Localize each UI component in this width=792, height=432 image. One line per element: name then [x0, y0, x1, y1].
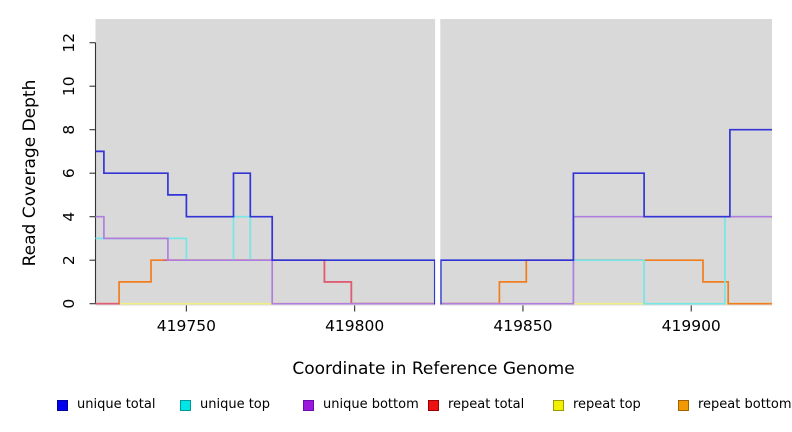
- legend-item-unique-top: unique top: [180, 398, 270, 412]
- legend-swatch-repeat-bottom: [678, 399, 689, 411]
- legend-label-unique-bottom: unique bottom: [323, 397, 419, 412]
- plot-panel: [95, 19, 772, 306]
- x-tick-label: 419900: [662, 317, 721, 335]
- x-axis-title: Coordinate in Reference Genome: [292, 359, 575, 379]
- legend-item-repeat-bottom: repeat bottom: [678, 398, 792, 412]
- y-tick-label: 0: [60, 299, 78, 309]
- legend-swatch-repeat-top: [553, 399, 564, 411]
- legend-swatch-repeat-total: [428, 399, 439, 411]
- legend-label-repeat-total: repeat total: [448, 397, 525, 412]
- legend-label-repeat-top: repeat top: [573, 397, 641, 412]
- x-tick-label: 419750: [157, 317, 216, 335]
- no-data-gap: [435, 19, 441, 306]
- legend-item-repeat-total: repeat total: [428, 398, 524, 412]
- y-tick-label: 4: [60, 212, 78, 222]
- legend-item-unique-bottom: unique bottom: [303, 398, 419, 412]
- legend-label-repeat-bottom: repeat bottom: [698, 397, 792, 412]
- legend-swatch-unique-total: [57, 399, 68, 411]
- x-tick-label: 419850: [493, 317, 552, 335]
- y-tick-label: 10: [60, 76, 78, 96]
- y-tick-label: 8: [60, 125, 78, 135]
- y-axis-title: Read Coverage Depth: [20, 79, 40, 267]
- legend-item-unique-total: unique total: [57, 398, 155, 412]
- x-tick-label: 419800: [325, 317, 384, 335]
- legend-swatch-unique-bottom: [303, 399, 314, 411]
- y-tick-label: 12: [60, 33, 78, 53]
- legend-label-unique-top: unique top: [200, 397, 271, 412]
- series-repeat-total: [95, 259, 645, 305]
- legend-item-repeat-top: repeat top: [553, 398, 641, 412]
- series-unique-total: [95, 128, 772, 305]
- y-tick-label: 2: [60, 255, 78, 265]
- legend-swatch-unique-top: [180, 399, 191, 411]
- legend-label-unique-total: unique total: [77, 397, 156, 412]
- y-tick-label: 6: [60, 168, 78, 178]
